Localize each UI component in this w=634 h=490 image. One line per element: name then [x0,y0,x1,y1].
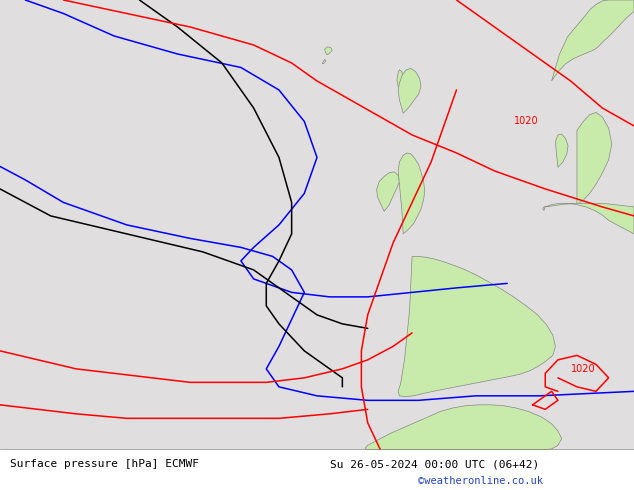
Polygon shape [325,47,332,55]
Text: ©weatheronline.co.uk: ©weatheronline.co.uk [418,476,543,486]
Text: 1020: 1020 [514,117,538,126]
Polygon shape [365,405,562,450]
Polygon shape [398,256,555,397]
Text: Surface pressure [hPa] ECMWF: Surface pressure [hPa] ECMWF [10,459,198,469]
Polygon shape [398,69,421,113]
Polygon shape [555,134,568,167]
Polygon shape [322,59,326,64]
Polygon shape [397,70,403,90]
Polygon shape [377,172,399,211]
Text: Su 26-05-2024 00:00 UTC (06+42): Su 26-05-2024 00:00 UTC (06+42) [330,459,539,469]
Polygon shape [552,0,634,81]
Polygon shape [577,113,612,205]
Polygon shape [398,153,425,234]
Text: 1020: 1020 [571,364,595,374]
Polygon shape [543,203,634,234]
